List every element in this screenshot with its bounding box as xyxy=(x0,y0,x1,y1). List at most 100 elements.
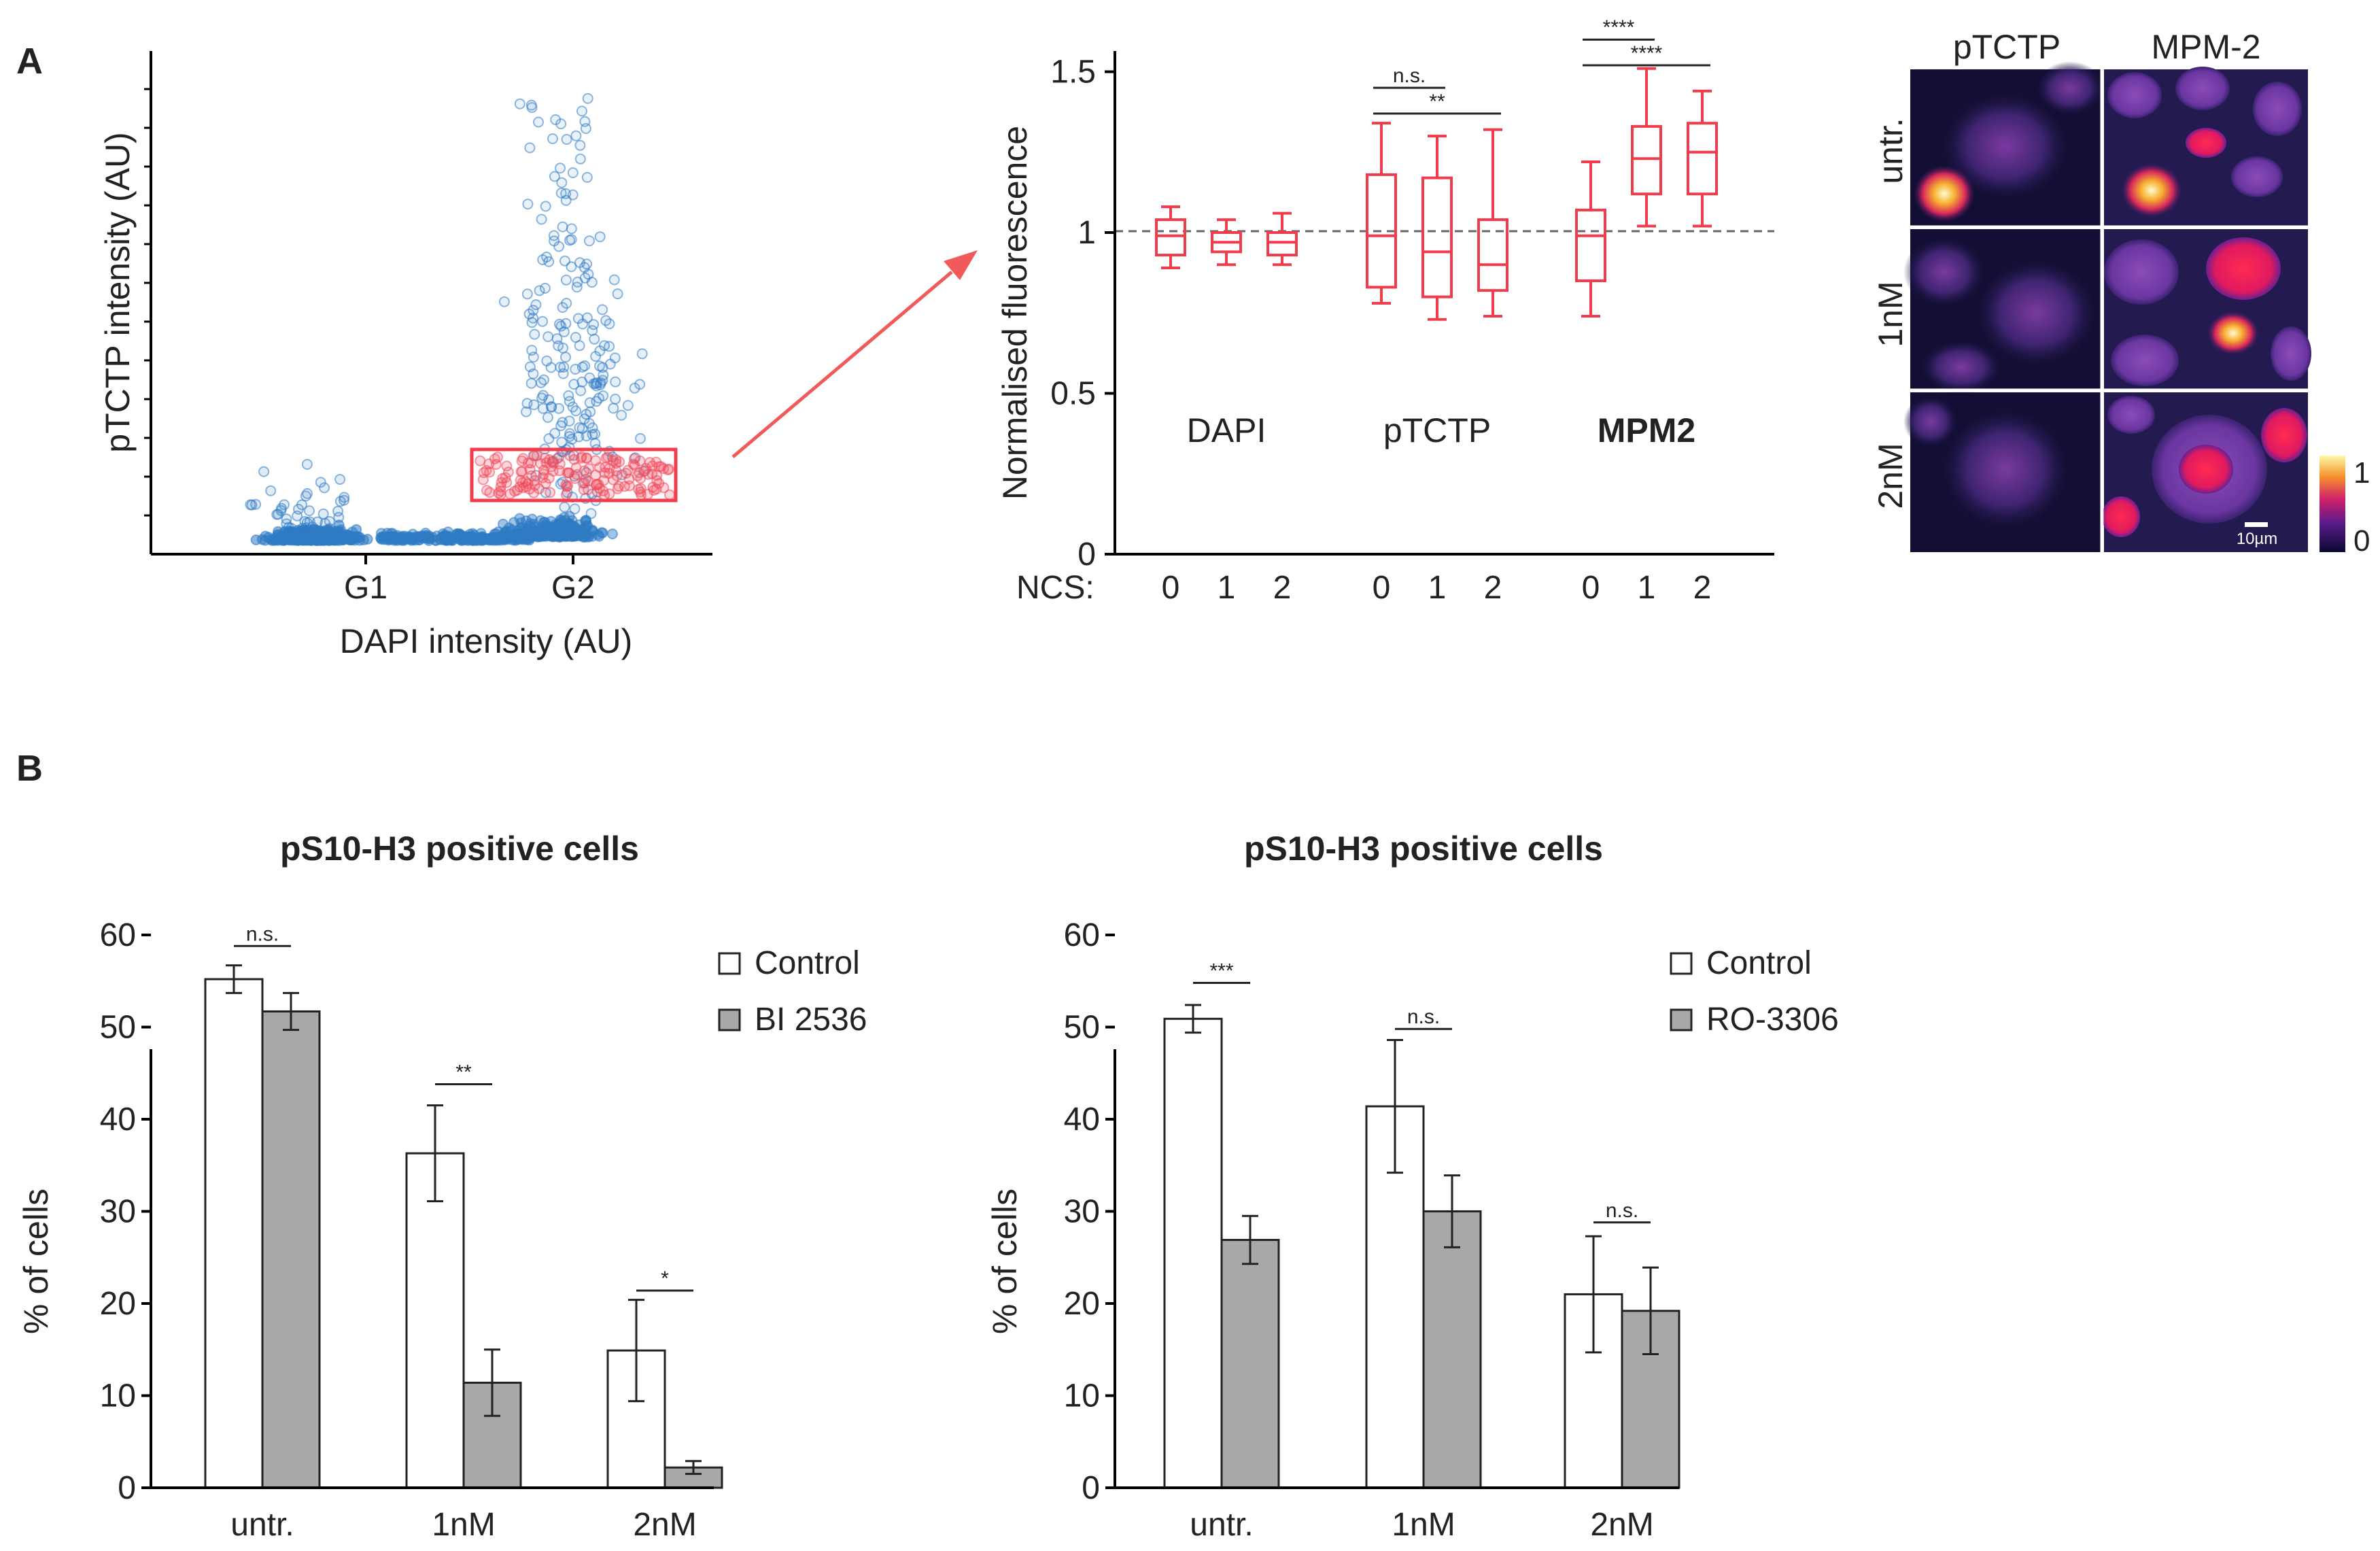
scatter-point xyxy=(555,420,567,432)
scatter-point xyxy=(536,214,547,225)
box-x-tick-label: 2 xyxy=(1693,570,1712,606)
scatter-point xyxy=(578,484,589,495)
bar-sig-label: n.s. xyxy=(246,923,279,945)
scatter-point xyxy=(271,509,283,520)
scatter-point xyxy=(332,505,344,517)
scatter-point xyxy=(594,345,606,356)
box-group-dapi: 0 1 2 DAPI xyxy=(1155,205,1298,606)
scatter-point xyxy=(663,463,674,475)
bar-y-title: % of cells xyxy=(986,1189,1024,1334)
scatter-point xyxy=(621,468,632,479)
bar-y-tick-label: 10 xyxy=(1064,1378,1100,1414)
box-sig-label: ** xyxy=(1429,90,1445,113)
box-iqr xyxy=(1631,124,1662,196)
scatter-point xyxy=(574,139,586,151)
scatter-point xyxy=(524,142,536,154)
scatter-point xyxy=(537,390,549,401)
scatter-point xyxy=(570,130,582,141)
legend-label-control: Control xyxy=(1706,945,1812,981)
bar-control xyxy=(405,1152,465,1489)
bar-y-tick-label: 40 xyxy=(100,1102,136,1138)
box-group-label: pTCTP xyxy=(1383,411,1491,449)
bar-sig-label: *** xyxy=(1209,959,1233,982)
scatter-point xyxy=(339,494,349,506)
bar-sig-label: * xyxy=(661,1267,669,1290)
scatter-point xyxy=(515,466,527,477)
scatter-point xyxy=(584,372,596,384)
scatter-point xyxy=(516,455,528,466)
scatter-point xyxy=(547,133,558,144)
scatter-point xyxy=(543,433,555,445)
scatter-point xyxy=(553,241,565,252)
scatter-point xyxy=(580,123,591,134)
scatter-point xyxy=(475,455,486,466)
bar-control xyxy=(1163,1017,1223,1489)
scatter-point xyxy=(430,535,442,546)
scatter-point xyxy=(590,455,602,466)
micrograph-1nm-mpm2 xyxy=(2104,229,2311,389)
bar-x-tick-label: 2nM xyxy=(1590,1507,1653,1543)
bar-y-title: % of cells xyxy=(17,1189,55,1334)
scatter-point xyxy=(560,318,572,329)
panel-letter-a: A xyxy=(16,41,43,82)
scatter-point xyxy=(250,498,262,510)
scatter-point xyxy=(591,486,603,498)
scatter-point xyxy=(609,352,621,364)
bar-y-tick-label: 30 xyxy=(1064,1194,1100,1230)
micrograph-untr-ptctp xyxy=(1910,61,2104,226)
scatter-x-title: DAPI intensity (AU) xyxy=(340,622,633,660)
scatter-point xyxy=(526,345,538,356)
scatter-point xyxy=(496,477,507,488)
scatter-point xyxy=(610,393,621,405)
scatter-point xyxy=(438,534,450,545)
bar-y-tick-label: 10 xyxy=(100,1378,136,1414)
scatter-point xyxy=(557,526,568,538)
scatter-point xyxy=(594,231,606,243)
scatter-xtick-g1: G1 xyxy=(344,570,387,606)
scatter-point xyxy=(537,472,549,483)
scatter-point xyxy=(317,508,329,519)
scatter-point xyxy=(576,451,587,462)
scatter-y-ticks xyxy=(144,88,151,517)
box-x-tick-label: 0 xyxy=(1162,570,1180,606)
bar-y-tick-label: 60 xyxy=(1064,917,1100,953)
scatter-points xyxy=(245,92,675,546)
scatter-point xyxy=(504,488,516,500)
scatter-point xyxy=(293,503,304,515)
bar-treated xyxy=(1220,1239,1280,1489)
scatter-point xyxy=(288,534,299,545)
bar-y-tick-label: 40 xyxy=(1064,1102,1100,1138)
scatter-point xyxy=(405,532,417,543)
scatter-point xyxy=(556,177,568,188)
micrograph-1nm-ptctp xyxy=(1903,229,2101,394)
scatter-point xyxy=(597,362,608,373)
svg-text:10µm: 10µm xyxy=(2237,530,2278,548)
box-x-tick-label: 1 xyxy=(1428,570,1447,606)
box-y-ticks: 0 0.5 1 1.5 xyxy=(1050,54,1115,573)
scatter-point xyxy=(539,452,551,464)
box-group-label: MPM2 xyxy=(1598,411,1695,449)
scatter-point xyxy=(576,105,587,117)
scatter-point xyxy=(557,342,569,354)
box-iqr xyxy=(1421,176,1453,299)
scatter-point xyxy=(560,352,571,363)
bar-x-tick-label: 1nM xyxy=(1392,1507,1455,1543)
scatter-point xyxy=(597,527,608,539)
scatter-point xyxy=(581,258,593,270)
scatter-point xyxy=(566,261,577,273)
bar-x-tick-label: untr. xyxy=(1190,1507,1253,1543)
legend-swatch-treated xyxy=(1670,1008,1693,1032)
scatter-point xyxy=(528,368,539,379)
scatter-y-title: pTCTP intensity (AU) xyxy=(99,132,137,452)
scatter-point xyxy=(564,396,575,407)
micrograph-row-1nm: 1nM xyxy=(1872,281,1910,347)
colorbar-min-label: 0 xyxy=(2353,524,2370,558)
scatter-point xyxy=(635,483,646,494)
scatter-point xyxy=(561,134,572,145)
box-y-title: Normalised fluorescence xyxy=(996,126,1034,500)
scatter-point xyxy=(550,114,562,125)
bar-y-tick-label: 0 xyxy=(1082,1470,1100,1506)
bar-sig-label: ** xyxy=(455,1061,472,1084)
scatter-point xyxy=(301,458,313,470)
